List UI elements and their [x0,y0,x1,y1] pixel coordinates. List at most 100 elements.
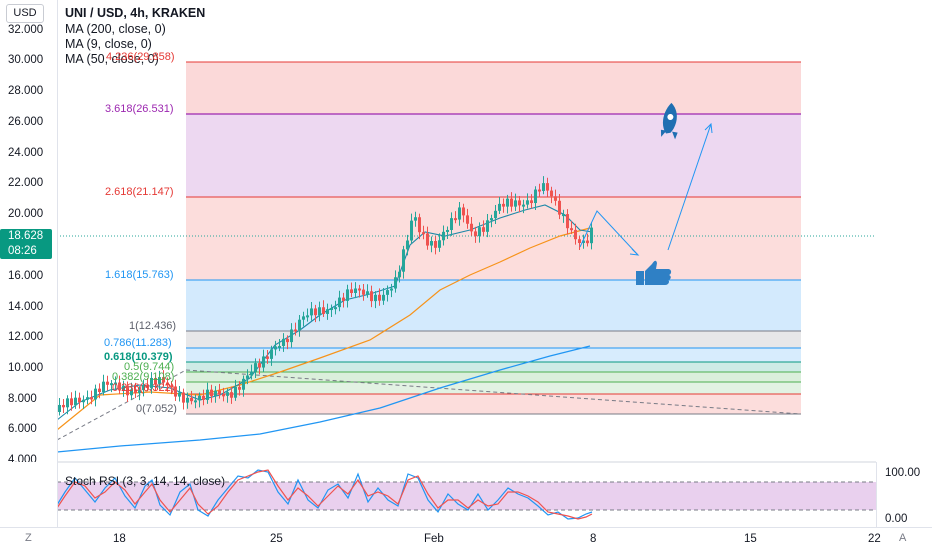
candle-body [398,271,401,278]
candle-body [534,189,537,204]
candle-body [254,363,257,372]
candle-body [210,389,213,397]
candle-body [306,315,309,318]
candle-body [114,382,117,385]
legend-ma50[interactable]: MA (50, close, 0) [65,52,159,66]
time-axis[interactable]: Z 18 25 Feb 8 15 22 A [0,527,932,551]
legend-ma9[interactable]: MA (9, close, 0) [65,37,152,51]
candle-body [226,392,229,396]
candle-body [546,183,549,191]
candle-body [150,377,153,388]
price-tick: 12.000 [8,331,44,343]
candle-body [522,204,525,207]
candle-body [162,377,165,383]
currency-button[interactable]: USD [6,4,44,23]
candle-body [246,375,249,379]
candle-body [358,288,361,291]
candle-body [70,398,73,406]
candle-body [446,229,449,232]
candle-body [554,196,557,201]
candle-body [518,200,521,206]
projection-arrows[interactable] [579,122,713,256]
candle-body [198,395,201,401]
price-tick: 28.000 [8,85,44,97]
candle-body [326,309,329,314]
candle-body [458,207,461,220]
candle-body [530,200,533,204]
stoch-axis[interactable]: 100.00 0.00 [876,462,932,527]
candle-body [278,345,281,348]
date-tick: 15 [744,533,757,545]
candle-body [350,289,353,293]
date-tick: 18 [113,533,126,545]
candle-body [174,386,177,397]
candle-body [362,289,365,295]
candle-body [578,239,581,244]
price-tick: 16.000 [8,270,44,282]
candle-body [338,297,341,308]
candle-body [230,392,233,398]
candle-body [334,307,337,310]
fib-label-1618: 1.618(15.763) [105,269,174,281]
dashed-trendline[interactable] [185,369,802,415]
candle-body [74,397,77,406]
price-tick: 26.000 [8,116,44,128]
candle-body [122,385,125,391]
candle-body [98,388,101,393]
candle-body [442,231,445,241]
stoch-rsi-label[interactable]: Stoch RSI (3, 3, 14, 14, close) [65,474,226,488]
bar-countdown: 08:26 [8,245,37,257]
thumbs-up-icon [636,260,672,285]
legend-ma200[interactable]: MA (200, close, 0) [65,22,166,36]
auto-scale-button[interactable]: A [899,532,907,544]
candle-body [102,381,105,393]
price-tick: 8.000 [8,393,37,405]
candle-body [222,394,225,397]
candle-body [62,404,65,408]
candle-body [178,392,181,397]
candle-body [170,385,173,388]
fib-label-0382: 0.382(9.108) [112,371,175,383]
fib-label-0236: 0.236(8.322) [112,382,175,394]
candle-body [302,316,305,320]
price-tick: 24.000 [8,147,44,159]
current-price-value: 18.628 [8,230,44,242]
candle-body [270,349,273,359]
price-tick: 32.000 [8,24,44,36]
candle-body [474,231,477,237]
candle-body [342,297,345,301]
candle-body [418,217,421,233]
candle-body [390,288,393,291]
candle-body [190,397,193,402]
candle-body [526,200,529,205]
price-axis[interactable]: 32.000 30.000 28.000 26.000 24.000 22.00… [0,0,58,527]
candle-body [66,398,69,408]
candle-body [286,338,289,343]
candle-body [322,307,325,314]
candle-body [366,291,369,295]
candle-body [462,207,465,216]
candle-body [510,198,513,207]
candle-body [86,397,89,400]
candle-body [266,356,269,359]
candle-body [378,294,381,301]
candle-body [250,371,253,376]
candle-body [586,240,589,244]
fib-label-0: 0(7.052) [136,403,177,415]
zoom-button[interactable]: Z [25,532,32,544]
candle-body [478,227,481,237]
ma50-line [56,227,591,431]
candle-body [582,240,585,244]
candle-body [354,288,357,293]
candle-body [494,210,497,219]
candle-body [574,229,577,240]
candle-body [274,346,277,350]
candle-body [58,404,61,412]
candle-body [218,390,221,395]
symbol-title[interactable]: UNI / USD, 4h, KRAKEN [65,6,206,20]
candle-body [182,392,185,403]
candle-body [514,200,517,207]
candle-body [82,399,85,403]
stoch-left-axis [0,462,58,527]
